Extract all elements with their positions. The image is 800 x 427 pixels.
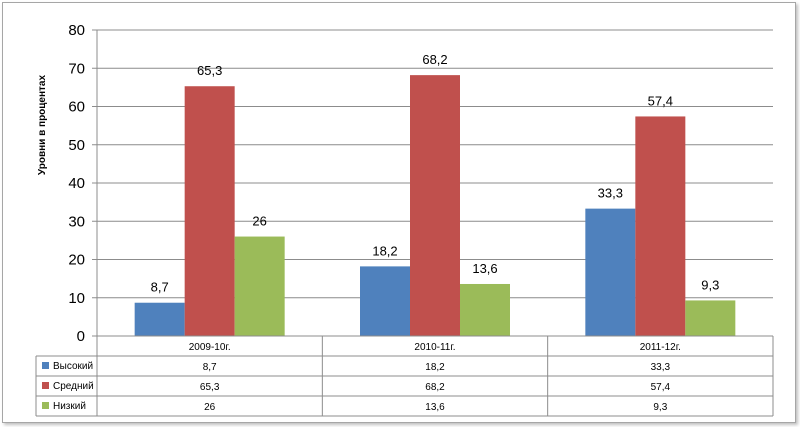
legend-label: Высокий bbox=[53, 361, 93, 372]
y-tick-label: 40 bbox=[68, 175, 85, 192]
y-tick-label: 70 bbox=[68, 60, 85, 77]
bar-chart: 8,7 65,3 26 18,2 68,2 13,6 33,3 57,4 9,3 0 10 20 30… bbox=[35, 22, 774, 417]
legend-label: Низкий bbox=[53, 401, 86, 412]
table-cell: 33,3 bbox=[651, 362, 671, 373]
bar bbox=[635, 116, 686, 336]
legend-label: Средний bbox=[53, 381, 94, 392]
bar bbox=[184, 86, 235, 336]
data-label: 8,7 bbox=[151, 280, 169, 295]
legend-swatch bbox=[42, 362, 49, 369]
data-labels: 8,7 65,3 26 18,2 68,2 13,6 33,3 57,4 9,3 bbox=[151, 52, 720, 295]
data-label: 9,3 bbox=[701, 277, 719, 292]
table-cell: 9,3 bbox=[653, 402, 667, 413]
data-label: 26 bbox=[252, 214, 266, 229]
table-cell: 68,2 bbox=[425, 382, 445, 393]
bar bbox=[585, 208, 636, 336]
y-tick-label: 80 bbox=[68, 22, 85, 39]
bar bbox=[460, 283, 510, 336]
data-table: 2009-10г. 2010-11г. 2011-12г. Высокий 8,7 18,… bbox=[35, 335, 774, 417]
category-label: 2010-11г. bbox=[414, 342, 455, 353]
bar bbox=[685, 300, 736, 336]
y-tick-label: 20 bbox=[68, 252, 85, 269]
table-cell: 8,7 bbox=[203, 362, 217, 373]
table-cell: 13,6 bbox=[425, 402, 445, 413]
data-label: 18,2 bbox=[372, 243, 397, 258]
bar bbox=[234, 236, 285, 336]
legend-swatch bbox=[42, 382, 49, 389]
chart-frame: 8,7 65,3 26 18,2 68,2 13,6 33,3 57,4 9,3 0 10 20 30… bbox=[2, 2, 796, 423]
data-label: 65,3 bbox=[197, 63, 222, 78]
data-label: 13,6 bbox=[472, 261, 497, 276]
table-cell: 26 bbox=[204, 402, 216, 413]
bar bbox=[410, 75, 460, 336]
data-label: 57,4 bbox=[648, 93, 673, 108]
bar bbox=[134, 302, 185, 336]
y-axis: 0 10 20 30 40 50 60 70 80 bbox=[68, 22, 98, 345]
table-cell: 18,2 bbox=[425, 362, 445, 373]
legend-swatch bbox=[42, 402, 49, 409]
bar bbox=[360, 266, 410, 336]
table-cell: 57,4 bbox=[651, 382, 671, 393]
data-label: 33,3 bbox=[598, 186, 623, 201]
bars bbox=[134, 75, 736, 336]
y-tick-label: 10 bbox=[68, 290, 85, 307]
y-tick-label: 50 bbox=[68, 137, 85, 154]
y-tick-label: 60 bbox=[68, 99, 85, 116]
y-tick-label: 0 bbox=[77, 328, 85, 345]
table-cell: 65,3 bbox=[200, 382, 220, 393]
category-label: 2009-10г. bbox=[189, 342, 231, 353]
y-tick-label: 30 bbox=[68, 213, 85, 230]
y-axis-label: Уровни в процентах bbox=[37, 75, 48, 176]
data-label: 68,2 bbox=[422, 52, 447, 67]
category-label: 2011-12г. bbox=[640, 342, 681, 353]
